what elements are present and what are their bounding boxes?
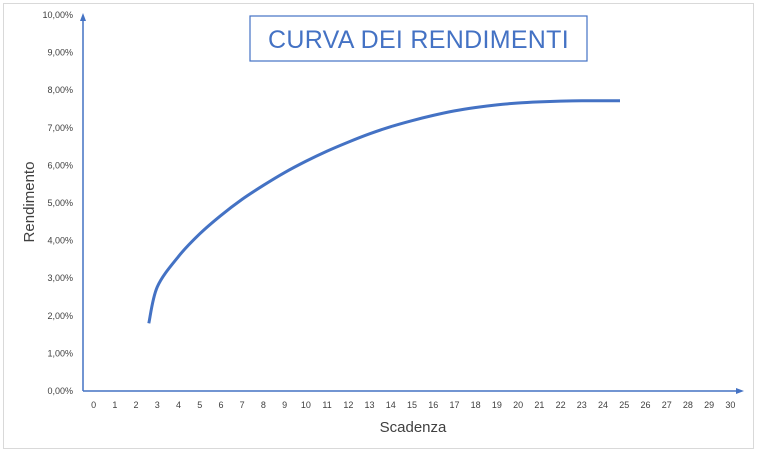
y-tick-label: 7,00% [47,123,73,133]
x-tick-label: 26 [640,400,650,410]
x-tick-label: 7 [240,400,245,410]
x-tick-label: 12 [343,400,353,410]
series-layer [147,99,621,324]
x-tick-label: 4 [176,400,181,410]
x-tick-label: 11 [322,400,331,410]
y-tick-labels: 0,00% 1,00% 2,00% 3,00% 4,00% 5,00% 6,00% 7,00%… [42,10,73,396]
chart-title-box: CURVA DEI RENDIMENTI [249,15,588,62]
x-tick-label: 0 [91,400,96,410]
y-tick-label: 9,00% [47,48,73,58]
x-tick-label: 8 [261,400,266,410]
x-tick-label: 23 [577,400,587,410]
chart-frame [3,3,754,449]
x-tick-label: 24 [598,400,608,410]
x-tick-label: 20 [513,400,523,410]
x-axis-arrow-icon [736,388,744,394]
x-tick-label: 10 [301,400,311,410]
chart-title: CURVA DEI RENDIMENTI [268,26,569,54]
x-tick-labels: 0 1 2 3 4 5 6 7 8 9 10 11 12 13 14 15 16 17 18 19 20 21 22 23 24… [91,400,735,410]
x-tick-label: 18 [471,400,481,410]
x-tick-label: 16 [428,400,438,410]
x-tick-label: 22 [556,400,566,410]
x-tick-label: 3 [155,400,160,410]
x-tick-label: 27 [662,400,672,410]
x-tick-label: 17 [449,400,459,410]
x-tick-label: 14 [386,400,396,410]
x-tick-label: 13 [365,400,375,410]
x-tick-label: 30 [725,400,735,410]
x-tick-label: 19 [492,400,502,410]
y-tick-label: 0,00% [47,386,73,396]
x-tick-label: 5 [197,400,202,410]
x-tick-label: 6 [218,400,223,410]
x-axis-title: Scadenza [380,419,447,436]
yield-curve-line [147,99,621,324]
y-axis-arrow-icon [80,13,86,21]
x-tick-label: 9 [282,400,287,410]
y-tick-label: 4,00% [47,236,73,246]
y-tick-label: 8,00% [47,85,73,95]
y-tick-label: 10,00% [42,10,73,20]
x-tick-label: 15 [407,400,417,410]
x-tick-label: 1 [112,400,117,410]
x-tick-label: 21 [534,400,544,410]
axes [80,13,744,394]
x-tick-label: 25 [619,400,629,410]
x-tick-label: 28 [683,400,693,410]
y-tick-label: 6,00% [47,160,73,170]
y-tick-label: 5,00% [47,198,73,208]
y-tick-label: 2,00% [47,311,73,321]
x-tick-label: 2 [134,400,139,410]
x-tick-label: 29 [704,400,714,410]
y-tick-label: 3,00% [47,273,73,283]
y-tick-label: 1,00% [47,348,73,358]
y-axis-title: Rendimento [21,162,38,243]
